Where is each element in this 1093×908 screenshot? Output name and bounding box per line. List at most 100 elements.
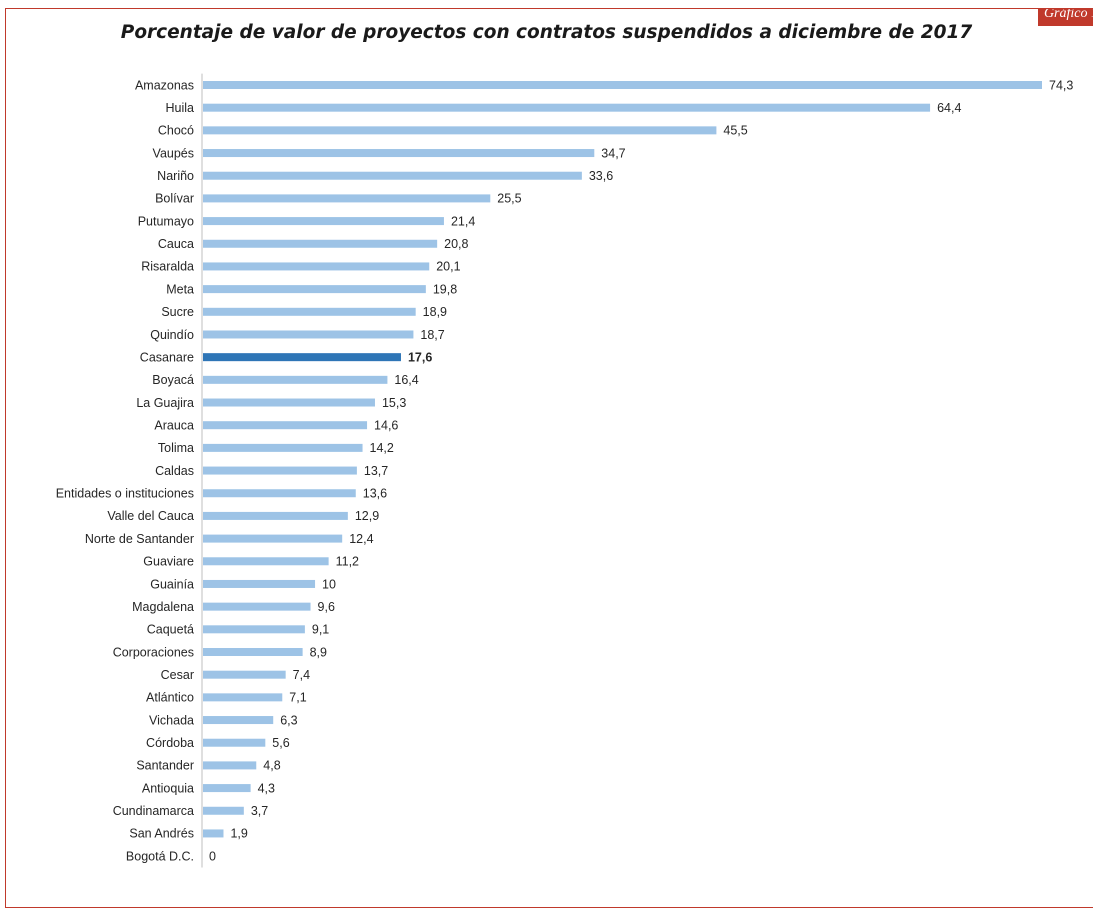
value-label: 10 [322,577,336,591]
bar [203,126,717,135]
value-label: 1,9 [230,827,247,841]
bar [203,330,414,339]
value-label: 9,1 [312,623,329,637]
bar [203,511,348,520]
value-label: 20,1 [436,260,460,274]
value-label: 4,8 [263,759,280,773]
category-label: Guaviare [143,555,194,569]
category-label: Cauca [158,237,194,251]
category-label: San Andrés [129,827,194,841]
bar [203,443,363,452]
value-label: 0 [209,849,216,863]
bar [203,670,286,679]
value-label: 45,5 [723,124,747,138]
value-label: 9,6 [318,600,335,614]
value-label: 12,4 [349,532,373,546]
category-label: Cundinamarca [113,804,194,818]
bar [203,557,329,566]
category-label: Casanare [140,350,194,364]
value-label: 13,7 [364,464,388,478]
value-label: 34,7 [601,146,625,160]
bar [203,194,491,203]
value-label: 18,7 [420,328,444,342]
value-label: 7,1 [289,691,306,705]
value-label: 11,2 [336,555,359,569]
category-label: Norte de Santander [85,532,194,546]
category-label: Guainía [150,577,194,591]
bar [203,489,356,498]
category-label: Bolívar [155,192,194,206]
value-label: 17,6 [408,350,432,364]
bar [203,398,375,407]
figure-badge: Gráfico 1 [1038,9,1093,26]
value-label: 14,2 [370,441,394,455]
category-label: Corporaciones [113,645,194,659]
category-label: Risaralda [141,260,194,274]
value-label: 16,4 [394,373,418,387]
bar [203,716,274,725]
value-label: 20,8 [444,237,468,251]
category-label: Chocó [158,124,194,138]
value-label: 64,4 [937,101,961,115]
category-label: Santander [136,759,194,773]
category-label: Amazonas [135,78,194,92]
bar [203,625,305,634]
bar [203,239,438,248]
category-label: Antioquia [142,781,194,795]
category-label: Quindío [150,328,194,342]
value-label: 14,6 [374,419,398,433]
bar [203,693,283,702]
value-label: 13,6 [363,487,387,501]
value-label: 15,3 [382,396,406,410]
value-label: 3,7 [251,804,268,818]
category-label: Vaupés [153,146,194,160]
bar [203,285,426,294]
category-label: Caquetá [147,623,194,637]
bar [203,171,582,180]
value-label: 12,9 [355,509,379,523]
bar [203,217,444,226]
bar-highlight [203,353,401,362]
category-label: Cesar [161,668,194,682]
value-label: 8,9 [310,645,327,659]
bar [203,375,388,384]
category-label: Vichada [149,713,194,727]
category-label: Putumayo [138,214,194,228]
bar [203,648,303,656]
category-label: Magdalena [132,600,194,614]
bar [203,829,224,838]
category-label: Arauca [154,419,194,433]
category-label: Sucre [161,305,194,319]
bar [203,738,266,747]
category-label: Atlántico [146,691,194,705]
bar-chart: Amazonas 74,3 Huila 64,4 Chocó 45,5 Vaupés 34,7… [56,73,1073,868]
bar [203,806,244,815]
value-label: 6,3 [280,713,297,727]
value-label: 74,3 [1049,78,1073,92]
bar [203,534,343,543]
bar [203,103,931,112]
category-label: Entidades o instituciones [56,487,194,501]
value-label: 7,4 [293,668,310,682]
category-label: Valle del Cauca [107,509,194,523]
bar [203,602,311,611]
bar [203,761,257,770]
bar [203,149,595,158]
value-label: 4,3 [258,781,275,795]
value-label: 5,6 [272,736,289,750]
category-label: Boyacá [152,373,194,387]
category-label: La Guajira [136,396,194,410]
bar [203,466,357,475]
category-label: Bogotá D.C. [126,849,194,863]
bar [203,421,368,430]
value-label: 25,5 [497,192,521,206]
category-label: Caldas [155,464,194,478]
value-label: 18,9 [423,305,447,319]
bar [203,307,416,316]
value-label: 21,4 [451,214,475,228]
category-label: Córdoba [146,736,194,750]
value-label: 33,6 [589,169,613,183]
chart-title: Porcentaje de valor de proyectos con con… [120,22,973,43]
bar [203,81,1042,89]
value-label: 19,8 [433,282,457,296]
